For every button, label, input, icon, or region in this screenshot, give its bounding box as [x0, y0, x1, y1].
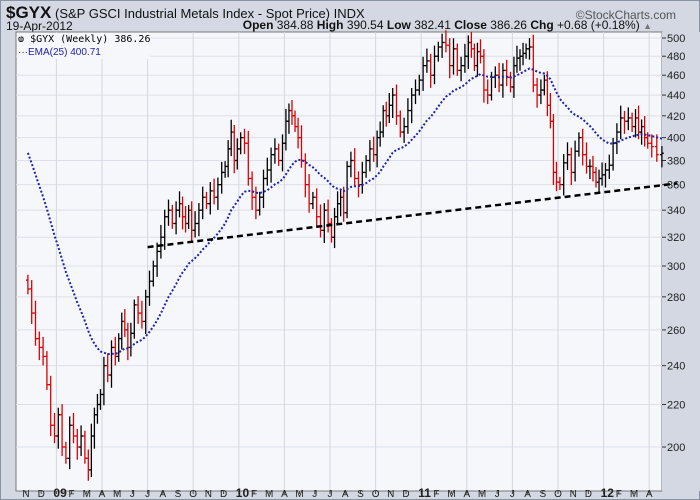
x-tick-label: O [372, 489, 380, 500]
x-tick-label: J [145, 489, 150, 500]
plot-area [15, 31, 663, 492]
x-tick-label: J [495, 489, 500, 500]
x-tick-label: D [38, 489, 45, 500]
x-tick-label: D [585, 489, 592, 500]
y-tick-label: 320 [667, 232, 685, 244]
x-tick-label: M [113, 489, 121, 500]
x-tick-label: O [189, 489, 197, 500]
close-value: 386.26 [490, 18, 527, 32]
x-tick-label: M [295, 489, 303, 500]
x-tick-label: F [616, 489, 622, 500]
chart-date: 19-Apr-2012 [6, 19, 73, 33]
x-tick-label: A [646, 489, 653, 500]
y-tick-label: 220 [667, 399, 685, 411]
x-tick-label: M [630, 489, 638, 500]
x-tick-label: S [357, 489, 364, 500]
x-tick-label: 09 [53, 486, 67, 500]
x-tick-label: 10 [236, 486, 250, 500]
legend: ⱷ $GYX (Weekly) 386.26 ···EMA(25) 400.71 [18, 33, 151, 59]
x-tick-label: M [83, 489, 91, 500]
y-tick-label: 440 [667, 90, 685, 102]
dotted-line-icon: ··· [18, 47, 28, 58]
low-label: Low [386, 18, 411, 32]
x-tick-label: M [478, 489, 486, 500]
x-tick-label: D [402, 489, 409, 500]
y-tick-label: 200 [667, 442, 685, 454]
y-tick-label: 360 [667, 180, 685, 192]
ema-line [26, 67, 663, 356]
ohlc-readout: Open 384.88 High 390.54 Low 382.41 Close… [243, 18, 652, 32]
legend-price: ⱷ $GYX (Weekly) 386.26 [18, 33, 150, 46]
y-tick-label: 420 [667, 111, 685, 123]
x-tick-label: F [433, 489, 439, 500]
x-tick-label: A [524, 489, 531, 500]
x-tick-label: F [69, 489, 75, 500]
y-tick-label: 480 [667, 51, 685, 63]
legend-ema-text: EMA(25) 400.71 [28, 47, 101, 58]
x-tick-label: A [342, 489, 349, 500]
y-tick-label: 240 [667, 361, 685, 373]
brand-logo[interactable]: ©StockCharts.com [575, 8, 676, 22]
triangle-up-icon: ▲ [643, 21, 652, 31]
chg-value: +0.68 (+0.18%) [557, 18, 640, 32]
x-tick-label: M [447, 489, 455, 500]
support-trendline [147, 182, 678, 249]
open-value: 384.88 [276, 18, 314, 32]
x-tick-label: 11 [418, 486, 431, 500]
index-name: (S&P GSCI Industrial Metals Index - Spot… [54, 6, 331, 21]
x-tick-label: J [328, 489, 333, 500]
x-tick-label: A [99, 489, 106, 500]
x-tick-label: N [22, 489, 29, 500]
x-tick-label: N [387, 489, 394, 500]
chg-label: Chg [530, 18, 554, 32]
legend-ema: ···EMA(25) 400.71 [18, 46, 150, 59]
low-value: 382.41 [414, 18, 451, 32]
x-tick-label: N [570, 489, 577, 500]
y-tick-label: 380 [667, 156, 685, 168]
x-tick-label: D [220, 489, 227, 500]
x-tick-label: A [463, 489, 470, 500]
open-label: Open [242, 18, 274, 32]
close-label: Close [454, 18, 487, 32]
y-tick-label: 280 [667, 292, 685, 304]
symbol: $GYX [6, 3, 52, 22]
legend-price-text: $GYX (Weekly) 386.26 [30, 34, 151, 45]
x-tick-label: J [510, 489, 515, 500]
exchange: INDX [333, 6, 365, 21]
x-tick-label: S [175, 489, 182, 500]
x-tick-label: M [265, 489, 273, 500]
y-tick-label: 340 [667, 205, 685, 217]
x-tick-label: O [554, 489, 562, 500]
x-tick-label: 12 [601, 486, 615, 500]
y-tick-label: 400 [667, 133, 685, 145]
x-tick-label: N [205, 489, 212, 500]
x-tick-label: J [130, 489, 135, 500]
high-label: High [316, 18, 344, 32]
y-tick-label: 300 [667, 261, 685, 273]
y-tick-label: 260 [667, 325, 685, 337]
y-tick-label: 500 [667, 33, 685, 45]
x-tick-label: S [539, 489, 546, 500]
high-value: 390.54 [346, 18, 384, 32]
x-tick-label: J [312, 489, 317, 500]
x-tick-label: F [251, 489, 257, 500]
x-tick-label: A [281, 489, 288, 500]
ohlc-bar-icon: ⱷ [18, 34, 25, 45]
y-tick-label: 460 [667, 70, 685, 82]
x-tick-label: A [159, 489, 166, 500]
y-axis-area [662, 32, 700, 491]
chart-title: $GYX (S&P GSCI Industrial Metals Index -… [6, 3, 365, 23]
